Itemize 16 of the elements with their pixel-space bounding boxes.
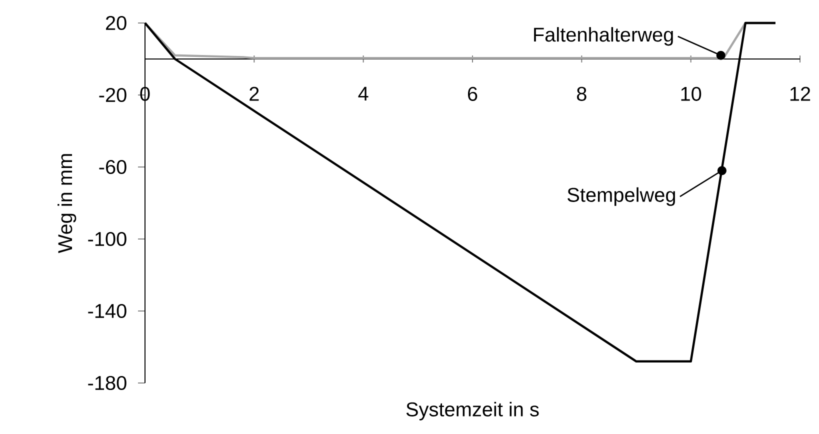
x-axis-title: Systemzeit in s (406, 402, 539, 420)
x-tick-label: 6 (468, 86, 478, 101)
y-tick-label: -100 (88, 232, 126, 246)
y-tick-label: -180 (88, 376, 126, 390)
x-tick-label: 10 (681, 86, 702, 101)
y-tick-label: 20 (106, 16, 126, 30)
annotation: Faltenhalterweg (534, 27, 673, 46)
x-tick-label: 2 (250, 86, 259, 101)
y-axis-title: Weg in mm (58, 154, 76, 254)
annotation: Stempelweg (568, 187, 675, 206)
y-tick-label: -140 (88, 304, 126, 318)
x-tick-label: 4 (358, 86, 368, 101)
y-tick-label: -60 (99, 160, 126, 174)
y-tick-label: -20 (99, 88, 126, 102)
x-tick-label: 8 (576, 86, 586, 101)
x-tick-label: 12 (790, 86, 810, 101)
